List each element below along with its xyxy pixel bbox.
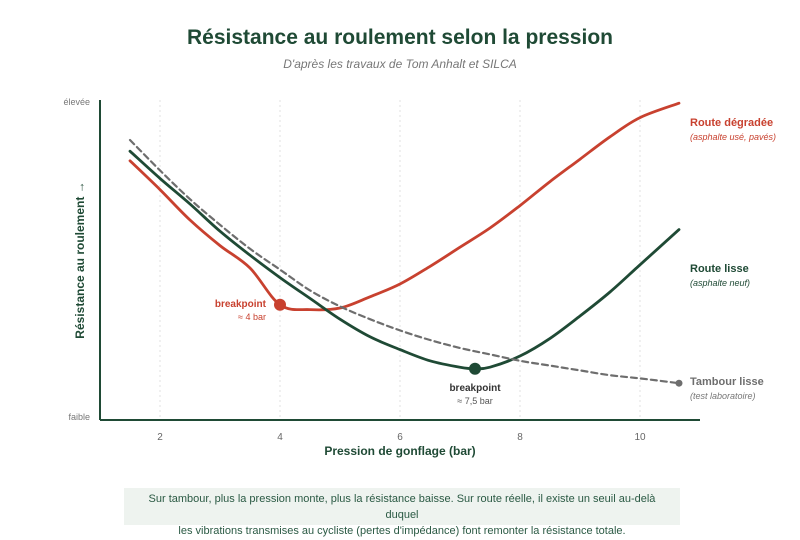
breakpoint-label-route_degradee: breakpoint [215,299,267,310]
breakpoint-sublabel-route_degradee: ≈ 4 bar [238,312,266,322]
x-tick-label-2: 2 [157,432,163,443]
series-label-tambour: Tambour lisse [690,376,764,388]
breakpoint-sublabel-route_lisse: ≈ 7,5 bar [457,396,492,406]
label-layer: breakpoint ≈ 4 bar breakpoint ≈ 7,5 bar Rout… [215,117,776,406]
series-label-route_degradee: Route dégradée [690,117,773,129]
rolling-resistance-chart: 2 4 6 8 10 élevée faible Pression de gonflage (… [63,97,776,458]
grid-layer [159,100,641,420]
breakpoint-marker-route_degradee [274,298,286,311]
x-tick-label-6: 6 [397,432,403,443]
chart-subtitle: D'après les travaux de Tom Anhalt et SIL… [283,57,517,71]
y-high-label: élevée [63,97,90,107]
series-line-route_degradee [128,101,681,312]
caption-box: Sur tambour, plus la pression monte, plu… [124,488,680,537]
x-tick-label-8: 8 [517,432,523,443]
breakpoint-marker-route_lisse [469,362,481,375]
series-sublabel-tambour: (test laboratoire) [690,391,756,401]
breakpoint-label-route_lisse: breakpoint [449,383,501,394]
caption-line-1: Sur tambour, plus la pression monte, plu… [148,493,656,521]
series-sublabel-route_lisse: (asphalte neuf) [690,278,750,288]
series-line-tambour [128,138,681,385]
x-axis-title: Pression de gonflage (bar) [324,444,475,458]
series-label-route_lisse: Route lisse [690,263,749,275]
tambour-end-marker [675,379,683,387]
y-low-label: faible [68,412,90,422]
chart-title: Résistance au roulement selon la pressio… [187,26,613,49]
series-line-route_lisse [128,149,681,371]
series-layer [128,101,683,387]
caption-line-2: les vibrations transmises au cycliste (p… [178,525,626,537]
y-axis-title: Résistance au roulement → [73,181,87,338]
x-tick-label-4: 4 [277,432,283,443]
axis-layer: 2 4 6 8 10 élevée faible Pression de gonflage (… [63,97,700,458]
series-sublabel-route_degradee: (asphalte usé, pavés) [690,132,776,142]
x-tick-label-10: 10 [634,432,646,443]
